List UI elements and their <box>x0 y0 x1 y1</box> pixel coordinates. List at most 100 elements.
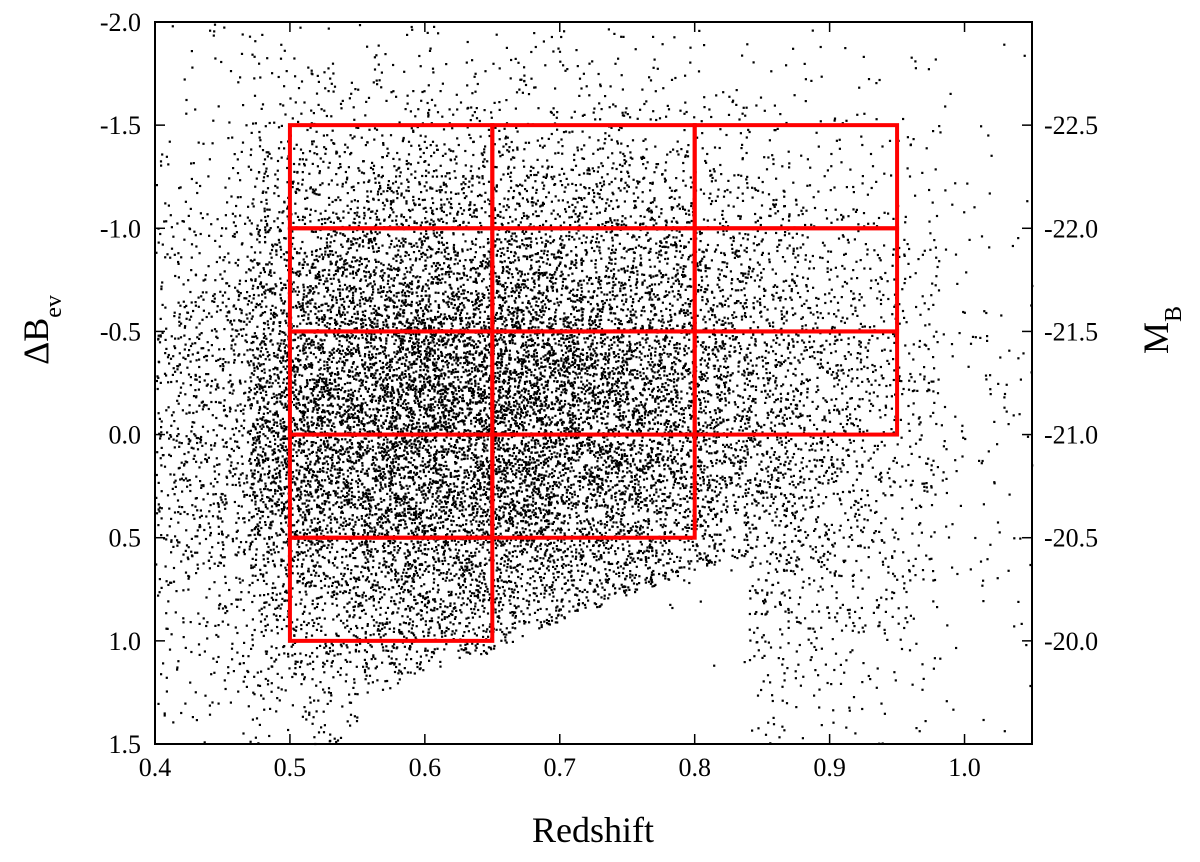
scatter-point <box>238 379 242 382</box>
scatter-point <box>958 332 961 335</box>
scatter-point <box>839 499 842 502</box>
scatter-point <box>160 446 163 449</box>
scatter-point <box>366 472 369 475</box>
scatter-point <box>638 350 641 353</box>
scatter-point <box>856 352 859 355</box>
scatter-point <box>276 467 279 470</box>
scatter-point <box>231 136 234 139</box>
scatter-point <box>333 465 336 468</box>
scatter-point <box>624 577 627 580</box>
scatter-point <box>696 554 699 557</box>
scatter-point <box>371 338 374 341</box>
scatter-point <box>675 343 678 346</box>
scatter-point <box>167 583 170 586</box>
scatter-point <box>340 313 344 316</box>
scatter-point <box>542 446 545 450</box>
scatter-point <box>683 497 686 501</box>
scatter-point <box>625 391 628 394</box>
scatter-point <box>214 400 217 404</box>
scatter-point <box>450 372 453 375</box>
scatter-point <box>563 383 567 386</box>
scatter-point <box>718 302 721 305</box>
scatter-point <box>458 504 462 507</box>
scatter-point <box>654 408 657 411</box>
scatter-point <box>717 493 720 496</box>
scatter-point <box>488 407 491 410</box>
scatter-point <box>566 321 569 324</box>
scatter-point <box>354 260 357 263</box>
scatter-point <box>553 380 556 383</box>
scatter-point <box>577 449 580 452</box>
scatter-point <box>435 505 438 508</box>
scatter-point <box>455 362 458 365</box>
scatter-point <box>358 371 361 375</box>
scatter-point <box>706 424 709 427</box>
scatter-point <box>687 303 690 306</box>
scatter-point <box>512 479 515 482</box>
scatter-point <box>560 497 563 500</box>
scatter-point <box>852 424 856 427</box>
scatter-point <box>829 250 833 253</box>
scatter-point <box>532 308 535 311</box>
scatter-point <box>409 271 412 274</box>
scatter-point <box>474 504 477 508</box>
scatter-point <box>224 575 227 578</box>
scatter-point <box>364 556 367 559</box>
scatter-point <box>296 370 299 373</box>
scatter-point <box>583 468 586 471</box>
scatter-point <box>601 452 604 455</box>
scatter-point <box>773 205 776 208</box>
scatter-point <box>299 385 302 388</box>
scatter-point <box>764 401 767 404</box>
scatter-point <box>208 158 211 161</box>
scatter-point <box>830 456 833 459</box>
scatter-point <box>375 314 378 317</box>
scatter-point <box>602 180 605 183</box>
scatter-point <box>296 579 299 583</box>
scatter-point <box>441 424 445 428</box>
scatter-point <box>563 576 566 579</box>
scatter-point <box>678 312 681 315</box>
scatter-point <box>326 424 329 427</box>
scatter-point <box>421 573 424 576</box>
scatter-point <box>402 468 405 471</box>
scatter-point <box>685 534 688 537</box>
scatter-point <box>468 389 471 392</box>
scatter-point <box>419 321 422 324</box>
scatter-point <box>324 449 327 452</box>
scatter-point <box>687 347 690 350</box>
scatter-point <box>463 343 466 346</box>
scatter-point <box>1003 43 1006 46</box>
scatter-point <box>571 203 574 206</box>
scatter-point <box>393 466 396 469</box>
scatter-point <box>636 551 639 554</box>
scatter-point <box>782 419 785 422</box>
scatter-point <box>282 391 285 394</box>
scatter-point <box>509 560 513 563</box>
scatter-point <box>658 374 661 377</box>
scatter-point <box>317 80 320 83</box>
scatter-point <box>337 397 340 400</box>
scatter-point <box>673 456 676 459</box>
scatter-point <box>780 592 783 595</box>
scatter-point <box>535 296 538 299</box>
scatter-point <box>501 540 504 543</box>
scatter-point <box>240 455 243 458</box>
scatter-point <box>458 450 461 453</box>
scatter-point <box>303 342 306 345</box>
scatter-point <box>742 272 745 275</box>
scatter-point <box>594 397 597 400</box>
scatter-point <box>708 437 711 440</box>
scatter-point <box>252 205 255 208</box>
scatter-point <box>944 248 948 251</box>
scatter-point <box>341 99 344 102</box>
scatter-point <box>816 363 819 366</box>
scatter-point <box>405 496 408 499</box>
scatter-point <box>437 472 440 475</box>
scatter-point <box>439 401 442 404</box>
scatter-point <box>280 339 283 342</box>
scatter-point <box>325 114 328 118</box>
scatter-point <box>369 358 372 361</box>
scatter-point <box>507 404 510 407</box>
scatter-point <box>381 201 385 204</box>
